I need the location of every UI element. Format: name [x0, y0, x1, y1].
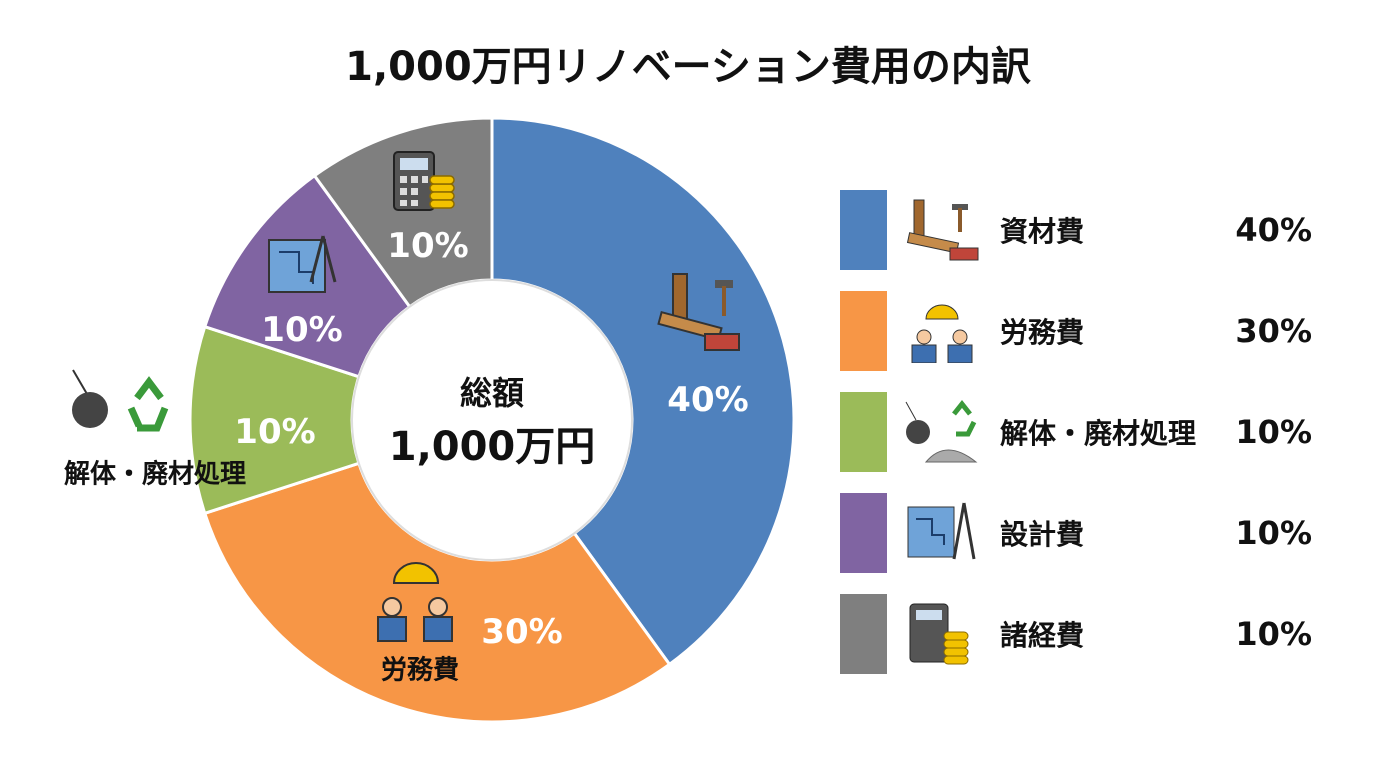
- slice-label-demolition: 10%: [234, 412, 316, 452]
- center-value: 1,000万円: [388, 424, 596, 470]
- legend-label: 労務費: [1000, 316, 1085, 349]
- legend-item: 解体・廃材処理 10%: [840, 392, 1320, 472]
- blueprint-compass-icon: [907, 502, 976, 560]
- calculator-coins-icon: [393, 151, 455, 211]
- calculator-coins-icon: [909, 603, 969, 665]
- legend-percent: 10%: [1235, 615, 1312, 653]
- chart-title: 1,000万円リノベーション費用の内訳: [345, 44, 1031, 90]
- blueprint-compass-icon: [268, 235, 337, 293]
- donut-center-total: 総額 1,000万円: [389, 368, 596, 472]
- slice-label-misc: 10%: [387, 226, 469, 266]
- wrecking-ball-recycle-icon: [905, 400, 978, 463]
- legend-label: 解体・廃材処理: [1000, 417, 1197, 450]
- legend-swatch: [840, 190, 887, 270]
- wrecking-ball-recycle-icon: [72, 369, 169, 432]
- slice-label-labor: 30%: [481, 612, 563, 652]
- legend-item: 労務費 30%: [840, 291, 1320, 371]
- donut-hole: [351, 279, 633, 561]
- lumber-tools-bricks-icon: [657, 273, 740, 351]
- legend-percent: 10%: [1235, 514, 1312, 552]
- slice-label-materials: 40%: [667, 380, 749, 420]
- legend-item: 資材費 40%: [840, 190, 1320, 270]
- legend-item: 設計費 10%: [840, 493, 1320, 573]
- legend-swatch: [840, 291, 887, 371]
- legend-percent: 30%: [1235, 312, 1312, 350]
- slice-label-design: 10%: [261, 310, 343, 350]
- lumber-tools-bricks-icon: [906, 199, 979, 261]
- legend-item: 諸経費 10%: [840, 594, 1320, 674]
- legend-label: 資材費: [1000, 215, 1085, 248]
- legend-label: 諸経費: [1000, 619, 1085, 652]
- external-label-demolition: 解体・廃材処理: [63, 459, 247, 490]
- external-label-labor: 労務費: [380, 655, 460, 686]
- legend-swatch: [840, 392, 887, 472]
- legend-swatch: [840, 493, 887, 573]
- construction-workers-icon: [911, 304, 973, 363]
- legend-swatch: [840, 594, 887, 674]
- legend-percent: 40%: [1235, 211, 1312, 249]
- center-label: 総額: [459, 374, 524, 412]
- legend-percent: 10%: [1235, 413, 1312, 451]
- legend-label: 設計費: [1000, 518, 1085, 551]
- construction-workers-icon: [377, 562, 453, 642]
